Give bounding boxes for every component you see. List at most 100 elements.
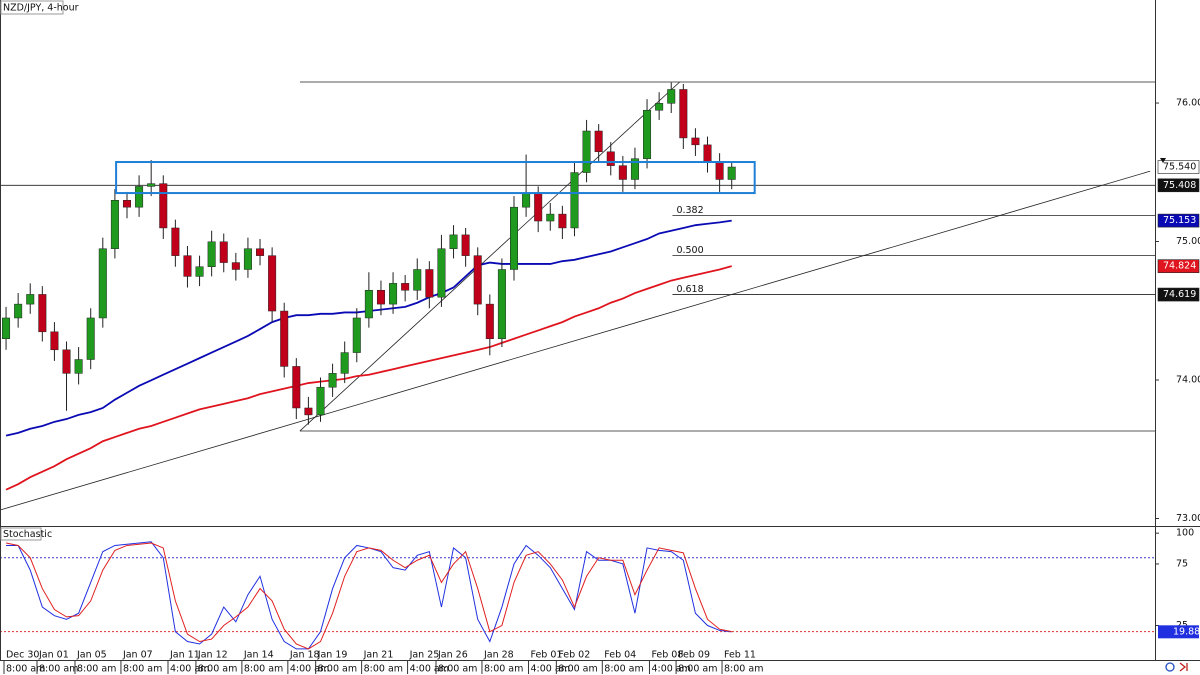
- candle-body: [2, 317, 11, 339]
- candle-body: [86, 317, 95, 360]
- stochastic-frame: [0, 527, 42, 541]
- candle-body: [135, 186, 144, 208]
- x-tick-time: 8:00 am: [39, 664, 78, 675]
- candle-body: [328, 373, 337, 388]
- candle-body: [667, 89, 676, 104]
- price-badge: [1157, 160, 1200, 174]
- fib-label: 0.382: [676, 205, 703, 216]
- candle-body: [643, 109, 652, 159]
- x-tick-time: 4:00 am: [170, 664, 209, 675]
- candle-body: [26, 294, 35, 305]
- candle-body: [630, 158, 639, 180]
- candle-body: [98, 248, 107, 319]
- price-pane: 73.002 74.002 75.002 76.002 0.382 0.500 0.618 7…: [0, 81, 1200, 524]
- trendline: [0, 170, 1151, 511]
- x-tick-label: Jan 01: [38, 650, 69, 661]
- x-tick-time: 8:00 am: [318, 664, 357, 675]
- x-tick-label: Jan 25: [409, 650, 440, 661]
- stochastic-title-box: Stochastic: [0, 527, 52, 541]
- price-badge: [1157, 213, 1200, 228]
- corner-icons[interactable]: [1165, 662, 1188, 672]
- x-tick-time: 4:00 am: [410, 664, 449, 675]
- stochastic-pane: Dec 30 8:00 am Jan 01 8:00 am Jan 05 8:00 am J…: [0, 528, 1200, 675]
- price-badge: [1157, 287, 1200, 302]
- title-frame: [0, 0, 64, 15]
- candle-body: [727, 166, 736, 180]
- candle-body: [437, 248, 446, 298]
- candle-body: [618, 165, 627, 180]
- x-tick-label: Jan 05: [76, 650, 107, 661]
- stoch-line: [5, 542, 732, 650]
- x-tick-time: 8:00 am: [678, 664, 717, 675]
- x-tick-label: Jan 26: [437, 650, 468, 661]
- candle-body: [691, 137, 700, 146]
- candle-body: [147, 183, 156, 187]
- candle-body: [449, 234, 458, 249]
- x-tick-label: Jan 14: [243, 650, 274, 661]
- x-tick-time: 4:00 am: [531, 664, 570, 675]
- candle-body: [679, 89, 688, 139]
- candle-body: [304, 407, 313, 416]
- candle-body: [207, 241, 216, 267]
- x-tick-label: Jan 12: [197, 650, 228, 661]
- x-tick-label: Jan 19: [317, 650, 348, 661]
- candle-body: [546, 213, 555, 222]
- candle-body: [497, 269, 506, 339]
- x-tick-label: Feb 11: [724, 650, 756, 661]
- x-tick-time: 8:00 am: [438, 664, 477, 675]
- candle-body: [195, 266, 204, 277]
- fib-label: 0.618: [676, 284, 703, 295]
- y-tick-label: 74.002: [1176, 375, 1200, 386]
- trendline: [299, 81, 680, 432]
- candle-body: [485, 303, 494, 339]
- candle-body: [401, 283, 410, 291]
- candle-body: [606, 151, 615, 166]
- candle-body: [268, 255, 277, 312]
- candle-body: [280, 310, 289, 367]
- x-tick-label: Feb 09: [678, 650, 710, 661]
- candle-body: [461, 234, 470, 256]
- stoch-badge: [1158, 625, 1199, 639]
- price-badge-label: 74.824: [1163, 261, 1196, 272]
- candle-body: [74, 359, 83, 374]
- price-badge-label: 75.540: [1163, 162, 1196, 173]
- resistance-zone: [115, 161, 756, 195]
- x-tick-time: 8:00 am: [364, 664, 403, 675]
- scroll-end-icon[interactable]: [1179, 662, 1188, 672]
- candle-body: [425, 269, 434, 298]
- candle-body: [171, 227, 180, 256]
- x-tick-label: Feb 04: [604, 650, 636, 661]
- stochastic-title: Stochastic: [3, 529, 52, 540]
- x-tick-time: 4:00 am: [651, 664, 690, 675]
- price-badge: [1157, 259, 1200, 273]
- x-tick-time: 8:00 am: [123, 664, 162, 675]
- candle-body: [159, 183, 168, 229]
- stoch-y-tick-label: 75: [1176, 558, 1188, 569]
- candle-body: [703, 144, 712, 162]
- candle-body: [376, 290, 385, 305]
- last-price-marker: [1160, 158, 1166, 164]
- candle-body: [570, 172, 579, 229]
- candle-body: [352, 317, 361, 353]
- candle-body: [62, 349, 71, 374]
- candle-body: [219, 241, 228, 263]
- candle-body: [183, 255, 192, 277]
- candle-body: [558, 213, 567, 229]
- candle-body: [50, 331, 59, 351]
- candle-body: [110, 200, 119, 249]
- candle-body: [243, 248, 252, 270]
- candle-body: [534, 193, 543, 222]
- stoch-y-tick-label: 100: [1176, 528, 1194, 539]
- x-tick-time: 8:00 am: [724, 664, 763, 675]
- candle-body: [522, 193, 531, 208]
- candle-body: [582, 130, 591, 173]
- x-tick-time: 8:00 am: [198, 664, 237, 675]
- x-tick-label: Feb 08: [651, 650, 683, 661]
- title-box: NZD/JPY, 4-hour: [0, 0, 79, 15]
- candle-body: [389, 283, 398, 305]
- price-badge: [1157, 178, 1200, 193]
- stoch-badge-label: 19.88: [1173, 626, 1200, 637]
- sync-icon[interactable]: [1165, 662, 1175, 672]
- x-tick-time: 8:00 am: [77, 664, 116, 675]
